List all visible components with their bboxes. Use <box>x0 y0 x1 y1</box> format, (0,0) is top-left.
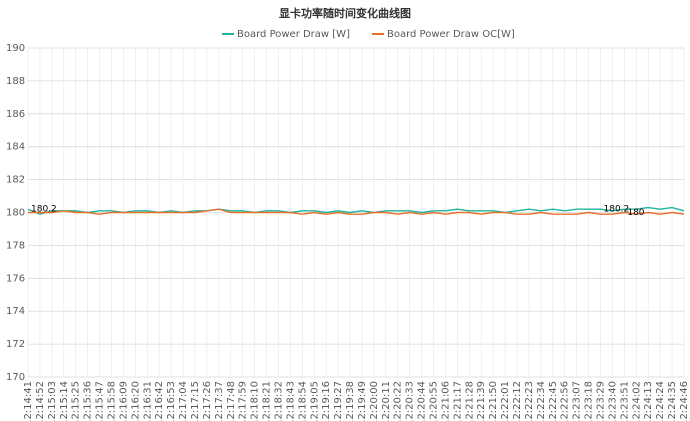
x-tick-label: 12:23:07 <box>572 381 583 421</box>
x-tick-label: 12:24:35 <box>667 381 678 421</box>
x-tick-label: 12:23:18 <box>584 381 595 421</box>
y-tick-label: 182 <box>6 175 25 186</box>
chart-title: 显卡功率随时间变化曲线图 <box>279 6 411 20</box>
x-tick-label: 12:20:22 <box>393 381 404 421</box>
x-tick-label: 12:15:47 <box>95 381 106 421</box>
x-tick-label: 12:18:54 <box>297 381 308 421</box>
y-tick-label: 190 <box>6 43 25 54</box>
x-tick-label: 12:15:36 <box>83 381 94 421</box>
x-tick-label: 12:18:21 <box>262 381 273 421</box>
x-tick-label: 12:18:10 <box>250 381 261 421</box>
x-tick-label: 12:16:09 <box>118 381 129 421</box>
data-label: 180.2 <box>31 205 57 215</box>
series-line <box>27 206 685 215</box>
x-tick-label: 12:19:49 <box>357 381 368 421</box>
x-tick-label: 12:22:12 <box>512 381 523 421</box>
x-tick-label: 12:17:37 <box>214 381 225 421</box>
x-tick-label: 12:14:52 <box>35 381 46 421</box>
x-tick-label: 12:22:34 <box>536 381 547 421</box>
y-tick-label: 178 <box>6 240 25 251</box>
x-tick-label: 12:23:51 <box>619 381 630 421</box>
x-tick-label: 12:16:42 <box>154 381 165 421</box>
x-tick-label: 12:14:41 <box>23 381 34 421</box>
x-tick-label: 12:15:25 <box>71 381 82 421</box>
x-tick-label: 12:21:50 <box>488 381 499 421</box>
y-tick-label: 188 <box>6 76 25 87</box>
y-tick-label: 184 <box>6 142 25 153</box>
x-tick-label: 12:22:45 <box>548 381 559 421</box>
y-tick-label: 170 <box>6 372 25 383</box>
x-tick-label: 12:22:23 <box>524 381 535 421</box>
x-tick-label: 12:22:56 <box>560 381 571 421</box>
y-tick-label: 172 <box>6 339 25 350</box>
legend-label: Board Power Draw [W] <box>237 29 350 40</box>
x-tick-label: 12:22:01 <box>500 381 511 421</box>
x-tick-label: 12:15:14 <box>59 381 70 421</box>
x-tick-label: 12:19:38 <box>345 381 356 421</box>
x-tick-label: 12:16:20 <box>130 381 141 421</box>
y-tick-label: 180 <box>6 208 25 219</box>
x-tick-label: 12:18:43 <box>285 381 296 421</box>
series-line <box>28 208 685 215</box>
x-tick-label: 12:19:27 <box>333 381 344 421</box>
x-tick-label: 12:19:05 <box>309 381 320 421</box>
x-tick-label: 12:24:46 <box>679 381 690 421</box>
legend-label: Board Power Draw OC[W] <box>387 29 515 40</box>
x-tick-label: 12:16:53 <box>166 381 177 421</box>
x-tick-label: 12:17:26 <box>202 381 213 421</box>
data-label: 180 <box>627 208 644 218</box>
x-tick-label: 12:15:58 <box>106 381 117 421</box>
x-tick-label: 12:23:29 <box>596 381 607 421</box>
x-tick-label: 12:20:55 <box>429 381 440 421</box>
x-tick-label: 12:20:44 <box>417 381 428 421</box>
x-tick-label: 12:24:02 <box>631 381 642 421</box>
x-tick-label: 12:19:16 <box>321 381 332 421</box>
x-tick-label: 12:21:17 <box>452 381 463 421</box>
x-tick-label: 12:20:33 <box>405 381 416 421</box>
x-tick-label: 12:17:48 <box>226 381 237 421</box>
x-tick-label: 12:21:06 <box>440 381 451 421</box>
x-tick-label: 12:15:03 <box>47 381 58 421</box>
x-tick-label: 12:17:15 <box>190 381 201 421</box>
y-tick-label: 174 <box>6 306 25 317</box>
data-label: 180.2 <box>604 205 630 215</box>
x-tick-label: 12:20:11 <box>381 381 392 421</box>
x-tick-label: 12:20:00 <box>369 381 380 421</box>
x-tick-label: 12:17:04 <box>178 381 189 421</box>
x-tick-label: 12:16:31 <box>142 381 153 421</box>
x-tick-label: 12:21:39 <box>476 381 487 421</box>
y-tick-label: 176 <box>6 273 25 284</box>
x-tick-label: 12:17:59 <box>238 381 249 421</box>
x-tick-label: 12:24:13 <box>643 381 654 421</box>
x-tick-label: 12:21:28 <box>464 381 475 421</box>
x-tick-label: 12:24:24 <box>655 381 666 421</box>
x-tick-label: 12:23:40 <box>607 381 618 421</box>
x-tick-label: 12:18:32 <box>273 381 284 421</box>
y-tick-label: 186 <box>6 109 25 120</box>
